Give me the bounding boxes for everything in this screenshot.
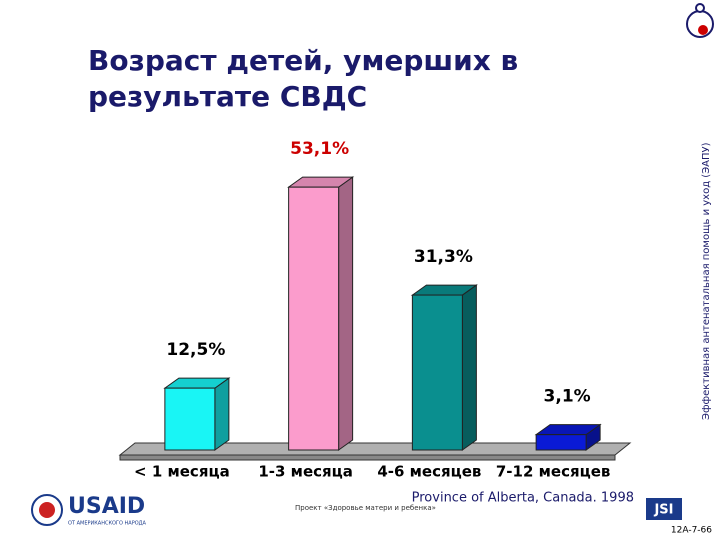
title-line: Возраст детей, умерших в	[88, 44, 518, 77]
usaid-logo: USAID	[68, 494, 145, 519]
logo-icon	[686, 3, 714, 38]
x-tick-label: 1-3 месяца	[258, 463, 353, 481]
bar-side	[214, 377, 230, 451]
x-tick-label: 4-6 месяцев	[377, 463, 481, 481]
value-label: 53,1%	[290, 139, 349, 159]
jsi-box	[646, 498, 682, 520]
value-label: 31,3%	[414, 247, 473, 267]
title-line: результате СВДС	[88, 80, 367, 113]
floor-edge	[119, 454, 616, 461]
jsi-logo: JSI	[653, 503, 673, 518]
usaid-sub: ОТ АМЕРИКАНСКОГО НАРОДА	[68, 521, 147, 527]
project: Проект «Здоровье матери и ребенка»	[295, 504, 436, 512]
bar-side	[461, 284, 477, 451]
slide-code: 12A-7-66	[671, 526, 712, 536]
value-label: 12,5%	[166, 340, 225, 360]
bar	[288, 186, 340, 451]
side-note: Эффективная антенатальная помощь и уход …	[701, 142, 712, 420]
bar-side	[338, 176, 354, 451]
x-tick-label: < 1 месяца	[134, 463, 230, 481]
plot: < 1 месяца 12,5% 1-3 месяца 53,1% 4-6 месяце…	[118, 139, 632, 481]
bar	[535, 434, 587, 451]
x-tick-label: 7-12 месяцев	[496, 463, 611, 481]
source: Province of Alberta, Canada. 1998	[412, 491, 634, 506]
value-label: 3,1%	[544, 387, 591, 407]
bar	[164, 387, 216, 451]
usaid-seal	[31, 494, 63, 526]
bar	[411, 294, 463, 451]
